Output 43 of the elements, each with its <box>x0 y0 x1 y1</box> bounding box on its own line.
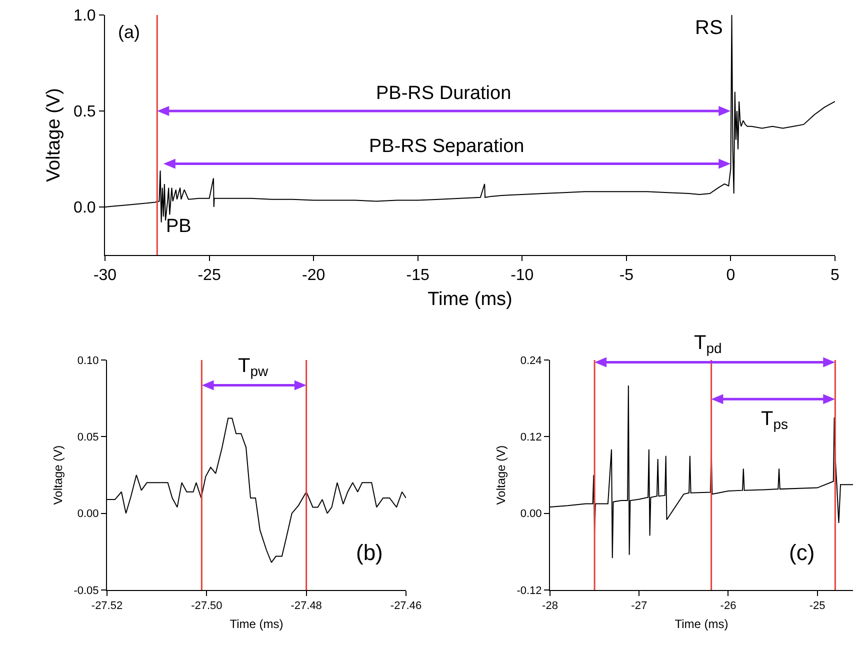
annotation: T$_{ps}$ <box>761 408 788 432</box>
y-tick-label: 0.12 <box>520 432 542 444</box>
y-tick-label: 0.05 <box>77 432 99 444</box>
y-tick-label: 0.00 <box>520 508 542 520</box>
annotation: (c) <box>789 540 815 565</box>
y-tick-label: 0.24 <box>520 354 542 367</box>
x-tick-label: -27.46 <box>390 600 422 612</box>
annotation: T$_{pw}$ <box>238 355 270 380</box>
x-tick-label: -27.48 <box>290 600 322 612</box>
y-axis-title: Voltage (V) <box>51 445 66 505</box>
x-tick-label: -5 <box>619 267 634 284</box>
y-tick-label: 0.10 <box>77 354 99 367</box>
x-tick-label: -27.52 <box>91 600 123 612</box>
x-tick-label: -30 <box>93 267 117 284</box>
text: T$_{pd}$ <box>694 332 722 356</box>
x-tick-label: -20 <box>302 267 326 284</box>
annotation: PB-RS Separation <box>369 136 524 157</box>
y-axis-title: Voltage (V) <box>494 445 508 505</box>
x-tick-label: -26 <box>720 600 736 612</box>
x-tick-label: -27.50 <box>191 600 222 612</box>
x-axis-title: Time (ms) <box>428 289 512 310</box>
annotation: PB <box>166 216 192 237</box>
annotation: (b) <box>356 540 383 565</box>
y-tick-label: 0.00 <box>77 508 99 520</box>
x-tick-label: -28 <box>542 600 558 612</box>
x-tick-label: -25 <box>809 600 826 612</box>
y-axis-title: Voltage (V) <box>43 88 64 182</box>
annotation: RS <box>695 17 723 39</box>
y-tick-label: -0.12 <box>516 584 542 597</box>
x-tick-label: 0 <box>726 267 736 284</box>
x-axis-title: Time (ms) <box>674 617 728 632</box>
y-tick-label: 0.0 <box>74 200 96 217</box>
x-axis-title: Time (ms) <box>230 617 284 632</box>
x-tick-label: 5 <box>830 267 840 284</box>
y-tick-label: -0.05 <box>74 584 99 597</box>
x-tick-label: -27 <box>631 600 648 612</box>
y-tick-label: 0.5 <box>74 104 96 121</box>
x-tick-label: -25 <box>198 267 221 284</box>
y-tick-label: 1.0 <box>74 8 96 25</box>
x-tick-label: -10 <box>510 267 534 284</box>
x-tick-label: -15 <box>406 267 430 284</box>
annotation: (a) <box>118 22 140 42</box>
annotation: PB-RS Duration <box>376 83 512 104</box>
